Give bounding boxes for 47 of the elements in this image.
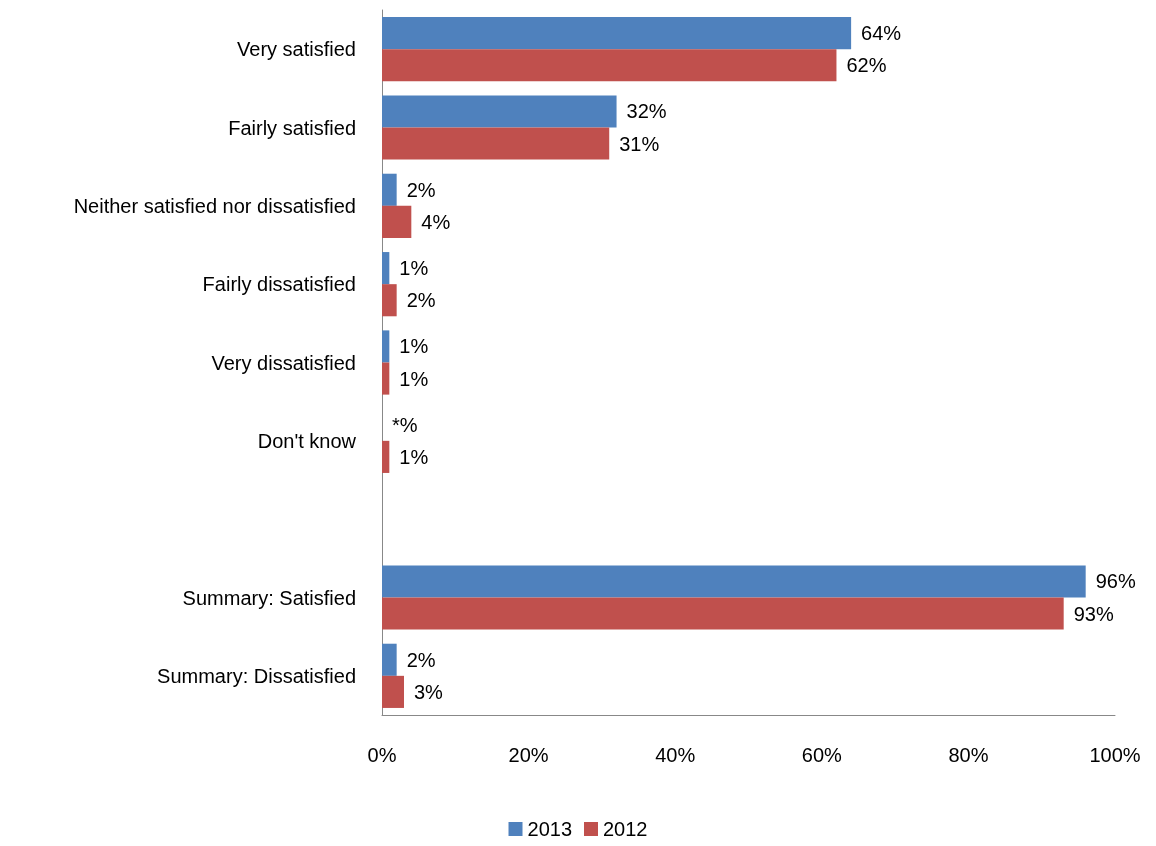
y-tick-label: Summary: Dissatisfied [157,664,356,687]
bar [382,330,390,363]
data-label: 31% [619,132,660,155]
bar [382,173,397,206]
bar [382,127,610,160]
x-tick-label: 80% [948,744,989,766]
data-label: 93% [1073,602,1114,625]
y-tick-label: Fairly dissatisfied [202,273,356,296]
bar [382,565,1086,598]
data-label: 1% [399,335,429,358]
x-tick-label: 60% [801,744,843,766]
bar [382,284,397,317]
bar [382,643,397,676]
bar [382,17,852,50]
data-label: 2% [406,178,436,201]
data-label: 2% [406,648,436,671]
y-tick-label: Very satisfied [237,38,356,61]
bar [382,675,404,708]
x-tick-label: 40% [655,744,696,766]
legend-label: 2012 [603,818,648,840]
bar [382,95,617,128]
x-tick-label: 0% [367,744,397,766]
bar [382,440,390,473]
data-label: 1% [399,257,429,280]
y-tick-label: Don't know [257,429,357,452]
data-label: 96% [1095,570,1136,593]
data-label: 1% [399,367,429,390]
x-tick-label: 20% [508,744,549,766]
data-label: 2% [406,289,436,312]
bar [382,597,1064,630]
legend-label: 2013 [527,818,573,840]
data-label: 62% [846,54,887,77]
data-label: 4% [421,210,451,233]
data-label: 1% [399,445,429,468]
data-label: 64% [861,22,902,45]
bar [382,252,390,285]
bar [382,49,837,82]
bar [382,362,390,395]
x-tick-label: 100% [1089,744,1141,766]
bar [382,205,412,238]
y-tick-label: Fairly satisfied [228,116,356,139]
data-label: 32% [626,100,667,123]
data-label: 3% [413,680,444,703]
y-tick-label: Very dissatisfied [211,351,356,374]
y-tick-label: Neither satisfied nor dissatisfied [73,194,356,217]
y-tick-label: Summary: Satisfied [182,586,356,609]
data-label: *% [392,413,418,436]
